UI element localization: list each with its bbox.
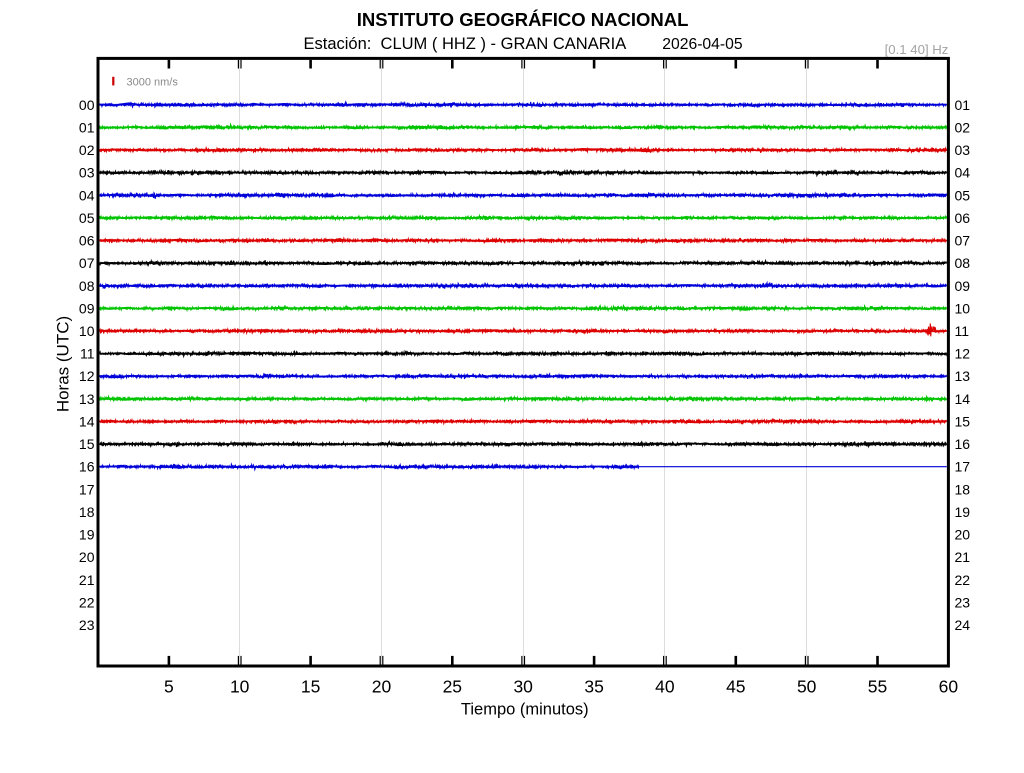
svg-text:22: 22 [79,594,95,610]
svg-text:18: 18 [79,504,95,520]
svg-text:01: 01 [955,97,971,113]
svg-text:08: 08 [955,255,971,271]
svg-text:12: 12 [955,346,971,362]
svg-text:11: 11 [955,323,970,339]
svg-text:06: 06 [79,233,95,249]
svg-text:14: 14 [79,414,95,430]
svg-text:04: 04 [955,165,971,181]
svg-text:15: 15 [955,414,971,430]
svg-text:03: 03 [79,165,95,181]
svg-text:25: 25 [443,676,462,696]
svg-text:50: 50 [797,676,817,696]
svg-text:5: 5 [164,676,174,696]
svg-text:09: 09 [79,300,95,316]
svg-text:45: 45 [726,676,745,696]
svg-text:04: 04 [79,187,95,203]
svg-text:INSTITUTO GEOGRÁFICO NACIONAL: INSTITUTO GEOGRÁFICO NACIONAL [357,9,689,30]
svg-text:Tiempo (minutos): Tiempo (minutos) [461,701,589,719]
svg-text:19: 19 [79,527,95,543]
svg-text:02: 02 [79,142,95,158]
svg-text:20: 20 [955,527,971,543]
svg-text:08: 08 [79,278,95,294]
svg-text:17: 17 [955,459,971,475]
svg-text:21: 21 [79,572,95,588]
svg-text:18: 18 [955,481,971,497]
svg-text:15: 15 [301,676,320,696]
svg-text:2026-04-05: 2026-04-05 [662,36,743,53]
svg-text:01: 01 [79,119,95,135]
svg-text:03: 03 [955,142,971,158]
svg-text:14: 14 [955,391,971,407]
svg-text:16: 16 [79,459,95,475]
svg-text:07: 07 [79,255,95,271]
svg-text:05: 05 [955,187,971,203]
svg-text:11: 11 [80,346,95,362]
svg-text:10: 10 [955,300,971,316]
svg-text:02: 02 [955,119,971,135]
svg-text:21: 21 [955,549,971,565]
svg-text:55: 55 [868,676,887,696]
svg-text:10: 10 [230,676,250,696]
svg-text:Horas (UTC): Horas (UTC) [54,316,73,412]
svg-text:35: 35 [584,676,603,696]
svg-text:60: 60 [939,676,959,696]
svg-text:09: 09 [955,278,971,294]
svg-text:Estación: CLUM ( HHZ ) - GRAN: Estación: CLUM ( HHZ ) - GRAN CANARIA [304,35,627,53]
svg-text:05: 05 [79,210,95,226]
svg-text:07: 07 [955,233,971,249]
svg-text:3000 nm/s: 3000 nm/s [127,76,179,88]
svg-text:22: 22 [955,572,971,588]
svg-text:15: 15 [79,436,95,452]
svg-text:10: 10 [79,323,95,339]
svg-text:17: 17 [79,481,95,497]
svg-text:30: 30 [513,676,533,696]
svg-text:16: 16 [955,436,971,452]
svg-text:20: 20 [79,549,95,565]
svg-text:23: 23 [79,617,95,633]
svg-text:[0.1 40] Hz: [0.1 40] Hz [885,42,949,57]
svg-text:40: 40 [655,676,675,696]
svg-text:19: 19 [955,504,971,520]
svg-text:23: 23 [955,594,971,610]
svg-text:13: 13 [79,391,95,407]
svg-text:06: 06 [955,210,971,226]
svg-text:20: 20 [372,676,392,696]
svg-text:13: 13 [955,368,971,384]
svg-text:00: 00 [79,97,95,113]
svg-text:24: 24 [955,617,971,633]
svg-text:12: 12 [79,368,95,384]
